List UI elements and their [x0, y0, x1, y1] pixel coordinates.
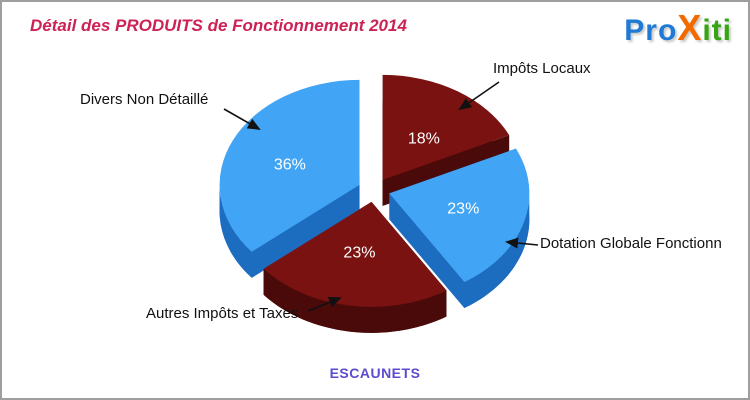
chart-title: Détail des PRODUITS de Fonctionnement 20… [30, 16, 407, 35]
slice-label-divers-non-detaille: Divers Non Détaillé [80, 91, 209, 108]
logo-text-x: X [677, 7, 703, 48]
svg-text:23%: 23% [343, 245, 375, 262]
slice-label-autres-impots: Autres Impôts et Taxes [146, 305, 299, 322]
slice-label-impots-locaux: Impôts Locaux [493, 60, 591, 77]
svg-text:36%: 36% [274, 156, 306, 173]
svg-text:23%: 23% [447, 200, 479, 217]
svg-text:18%: 18% [408, 130, 440, 147]
slice-label-dotation-globale: Dotation Globale Fonctionn [540, 235, 722, 252]
proxiti-logo: ProXiti [624, 8, 732, 51]
commune-name: ESCAUNETS [329, 365, 421, 381]
logo-text-pro: Pro [624, 14, 678, 47]
logo-text-iti: iti [702, 14, 732, 47]
